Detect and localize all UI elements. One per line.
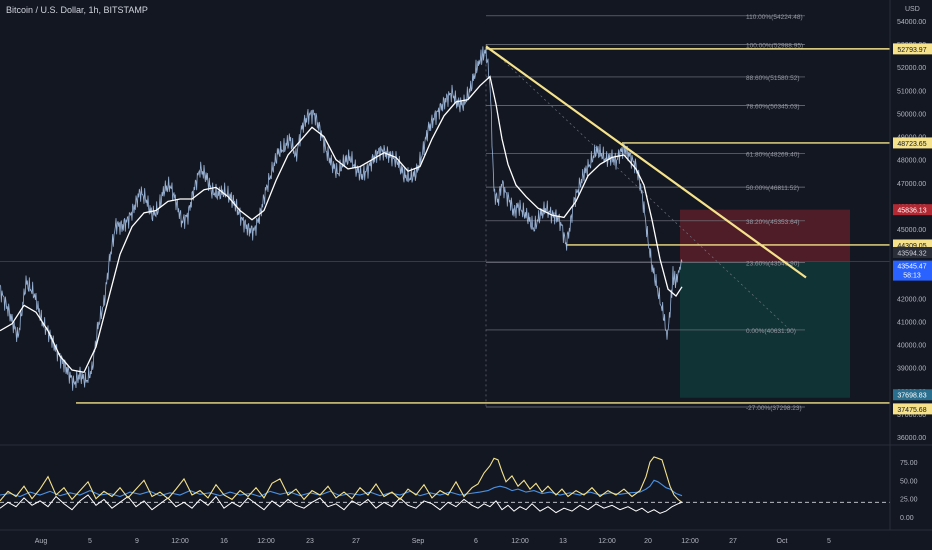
price-axis-tick: 50000.00 [897,111,926,118]
fib-level-label: 61.80%(48269.40) [746,151,800,158]
time-axis-tick: 12:00 [257,538,275,545]
price-axis-tick: 42000.00 [897,296,926,303]
price-axis-tick: 41000.00 [897,319,926,326]
time-axis-tick: 5 [827,538,831,545]
fib-level-label: 23.60%(43549.90) [746,261,800,268]
price-tag-last-bg [893,246,932,258]
price-tag-level-2: 48723.65 [897,141,926,148]
oscillator-panel: 0.00 25.00 50.00 75.00 [0,456,918,522]
price-axis-tick: 48000.00 [897,158,926,165]
fib-level-label: 100.00%(52988.95) [746,42,803,49]
price-tag-current-bg [893,260,932,281]
price-axis-tick: 40000.00 [897,343,926,350]
time-axis-tick: 27 [729,538,737,545]
time-axis-tick: 12:00 [681,538,699,545]
time-axis-tick: 27 [352,538,360,545]
price-axis-tick: 45000.00 [897,227,926,234]
price-tag-level-3: 44309.05 [897,243,926,250]
oscillator-yellow-line [0,456,683,503]
price-axis-tick: 39000.00 [897,366,926,373]
price-tag-stop-bg [893,204,932,216]
price-axis-tick: 52000.00 [897,65,926,72]
time-axis-tick: 13 [559,538,567,545]
time-axis-tick: 6 [474,538,478,545]
time-axis-tick: 12:00 [598,538,616,545]
stop-loss-zone [680,209,850,262]
price-axis-tick: 36000.00 [897,435,926,442]
price-tag-level-1-bg [893,43,932,55]
price-tag-level-4: 37475.68 [897,407,926,414]
fib-level-label: -27.00%(37298.23) [746,405,802,412]
oscillator-axis-tick: 0.00 [900,515,914,522]
time-axis-tick: Aug [35,538,48,545]
chart-title: Bitcoin / U.S. Dollar, 1h, BITSTAMP [6,5,148,15]
price-tag-level-3-bg [893,239,932,251]
price-tag-target-bg [893,389,932,401]
oscillator-white-line [0,494,683,514]
price-tag-countdown: 58:13 [903,273,921,280]
trendline-group [485,45,807,279]
descending-trendline [485,45,807,279]
fibonacci-levels: 110.00%(54224.48) 100.00%(52988.95) 88.60%… [485,14,805,412]
moving-average-line [0,75,683,374]
price-tag-level-2-bg [893,137,932,149]
fib-level-label: 38.20%(45353.64) [746,219,800,226]
horizontal-levels [76,48,890,404]
price-tag-level-1: 52793.97 [897,47,926,54]
time-axis-tick: 12:00 [511,538,529,545]
oscillator-axis-tick: 50.00 [900,478,918,485]
time-axis-tick: 16 [220,538,228,545]
time-axis-tick: 9 [135,538,139,545]
time-axis-tick: Oct [777,538,788,545]
time-axis-tick: 5 [88,538,92,545]
fib-level-label: 110.00%(54224.48) [746,14,803,21]
time-axis-tick: 20 [644,538,652,545]
fib-level-label: 0.00%(40631.90) [746,328,796,335]
price-axis-tick: 51000.00 [897,88,926,95]
oscillator-axis-tick: 75.00 [900,460,918,467]
price-line [0,46,683,391]
time-axis-tick: Sep [412,538,425,545]
fib-level-label: 78.60%(50345.03) [746,103,800,110]
currency-label: USD [905,6,920,13]
price-tags: 52793.97 48723.65 45836.13 44309.0543594.32… [893,43,932,415]
oscillator-axis-tick: 25.00 [900,497,918,504]
price-tag-current: 43545.47 [897,264,926,271]
time-axis-tick: 12:00 [171,538,189,545]
fib-level-label: 88.60%(51580.52) [746,75,800,82]
price-tag-stop: 45836.13 [897,208,926,215]
price-axis-tick: 47000.00 [897,181,926,188]
price-tag-last: 43594.32 [897,250,926,257]
price-axis-tick: 37000.00 [897,412,926,419]
price-tag-level-4-bg [893,403,932,415]
fib-level-label: 50.00%(46811.52) [746,185,799,192]
price-tag-target: 37698.83 [897,393,926,400]
price-series [0,46,683,391]
price-axis-tick: 54000.00 [897,19,926,26]
time-axis-tick: 23 [306,538,314,545]
